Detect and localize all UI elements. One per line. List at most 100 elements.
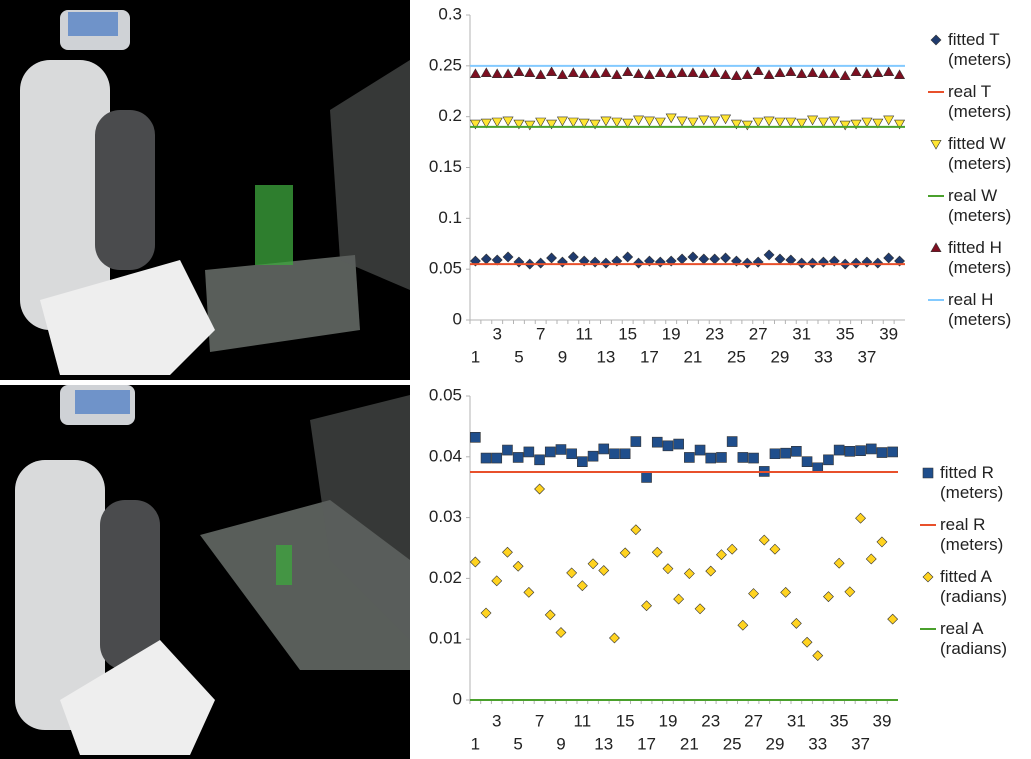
marker — [753, 118, 763, 127]
marker — [655, 68, 665, 77]
marker — [535, 455, 545, 465]
marker — [727, 544, 737, 554]
marker — [802, 637, 812, 647]
marker — [781, 448, 791, 458]
marker — [866, 554, 876, 564]
marker — [851, 258, 861, 268]
x-tick-label: 3 — [492, 324, 501, 343]
marker — [840, 71, 850, 80]
x-tick-label: 1 — [471, 734, 480, 753]
marker — [609, 449, 619, 459]
marker — [503, 117, 513, 126]
x-tick-label: 31 — [792, 324, 811, 343]
marker — [721, 70, 731, 79]
marker — [590, 257, 600, 267]
marker — [663, 441, 673, 451]
marker — [470, 557, 480, 567]
marker — [557, 257, 567, 267]
x-tick-label: 9 — [556, 734, 565, 753]
marker — [590, 69, 600, 78]
marker — [818, 69, 828, 78]
marker — [502, 547, 512, 557]
marker — [738, 620, 748, 630]
legend-label: real R (meters) — [940, 515, 1020, 555]
marker — [829, 117, 839, 126]
marker — [791, 446, 801, 456]
marker — [749, 589, 759, 599]
marker — [663, 564, 673, 574]
marker — [536, 118, 546, 127]
marker — [808, 68, 818, 77]
marker — [884, 253, 894, 263]
marker — [492, 453, 502, 463]
marker — [556, 628, 566, 638]
marker — [666, 69, 676, 78]
marker — [753, 257, 763, 267]
marker — [786, 67, 796, 76]
legend-entry: real T (meters) — [928, 82, 1028, 122]
marker — [695, 604, 705, 614]
marker — [514, 67, 524, 76]
marker — [802, 457, 812, 467]
x-tick-label: 5 — [514, 347, 523, 366]
legend-label: real T (meters) — [948, 82, 1028, 122]
marker — [873, 258, 883, 268]
marker — [770, 544, 780, 554]
y-tick-label: 0.02 — [429, 568, 462, 587]
y-tick-label: 0.04 — [429, 446, 462, 465]
marker — [856, 513, 866, 523]
marker — [770, 449, 780, 459]
marker — [503, 69, 513, 78]
legend-marker — [931, 140, 941, 149]
x-tick-label: 13 — [596, 347, 615, 366]
marker — [727, 437, 737, 447]
marker — [699, 69, 709, 78]
marker — [623, 252, 633, 262]
marker — [481, 608, 491, 618]
legend-marker — [931, 35, 941, 45]
x-tick-label: 29 — [765, 734, 784, 753]
marker — [547, 67, 557, 76]
marker — [706, 566, 716, 576]
legend-entry: real H (meters) — [928, 290, 1028, 330]
marker — [674, 439, 684, 449]
marker — [738, 452, 748, 462]
marker — [866, 444, 876, 454]
marker — [492, 118, 502, 127]
x-tick-label: 39 — [872, 711, 891, 730]
marker — [877, 448, 887, 458]
x-tick-label: 17 — [637, 734, 656, 753]
legend-label: fitted T (meters) — [948, 30, 1028, 70]
marker — [895, 70, 905, 79]
marker — [601, 258, 611, 268]
robot-image-bottom — [0, 385, 410, 759]
marker — [644, 117, 654, 126]
marker — [652, 437, 662, 447]
legend-label: fitted H (meters) — [948, 238, 1028, 278]
marker — [710, 117, 720, 126]
robot-image-top — [0, 0, 410, 380]
x-tick-label: 7 — [536, 324, 545, 343]
marker — [813, 651, 823, 661]
marker — [884, 116, 894, 125]
marker — [764, 250, 774, 260]
marker — [601, 117, 611, 126]
marker — [525, 121, 535, 130]
marker — [888, 447, 898, 457]
marker — [834, 445, 844, 455]
legend-label: fitted A (radians) — [940, 567, 1020, 607]
x-tick-label: 37 — [851, 734, 870, 753]
marker — [845, 587, 855, 597]
y-tick-label: 0 — [453, 689, 462, 708]
legend-entry: fitted H (meters) — [928, 238, 1028, 278]
marker — [688, 118, 698, 127]
marker — [609, 633, 619, 643]
marker — [666, 114, 676, 123]
marker — [601, 68, 611, 77]
x-tick-label: 21 — [680, 734, 699, 753]
marker — [568, 252, 578, 262]
marker — [862, 257, 872, 267]
legend-symbol — [928, 189, 944, 203]
marker — [808, 258, 818, 268]
marker — [797, 69, 807, 78]
